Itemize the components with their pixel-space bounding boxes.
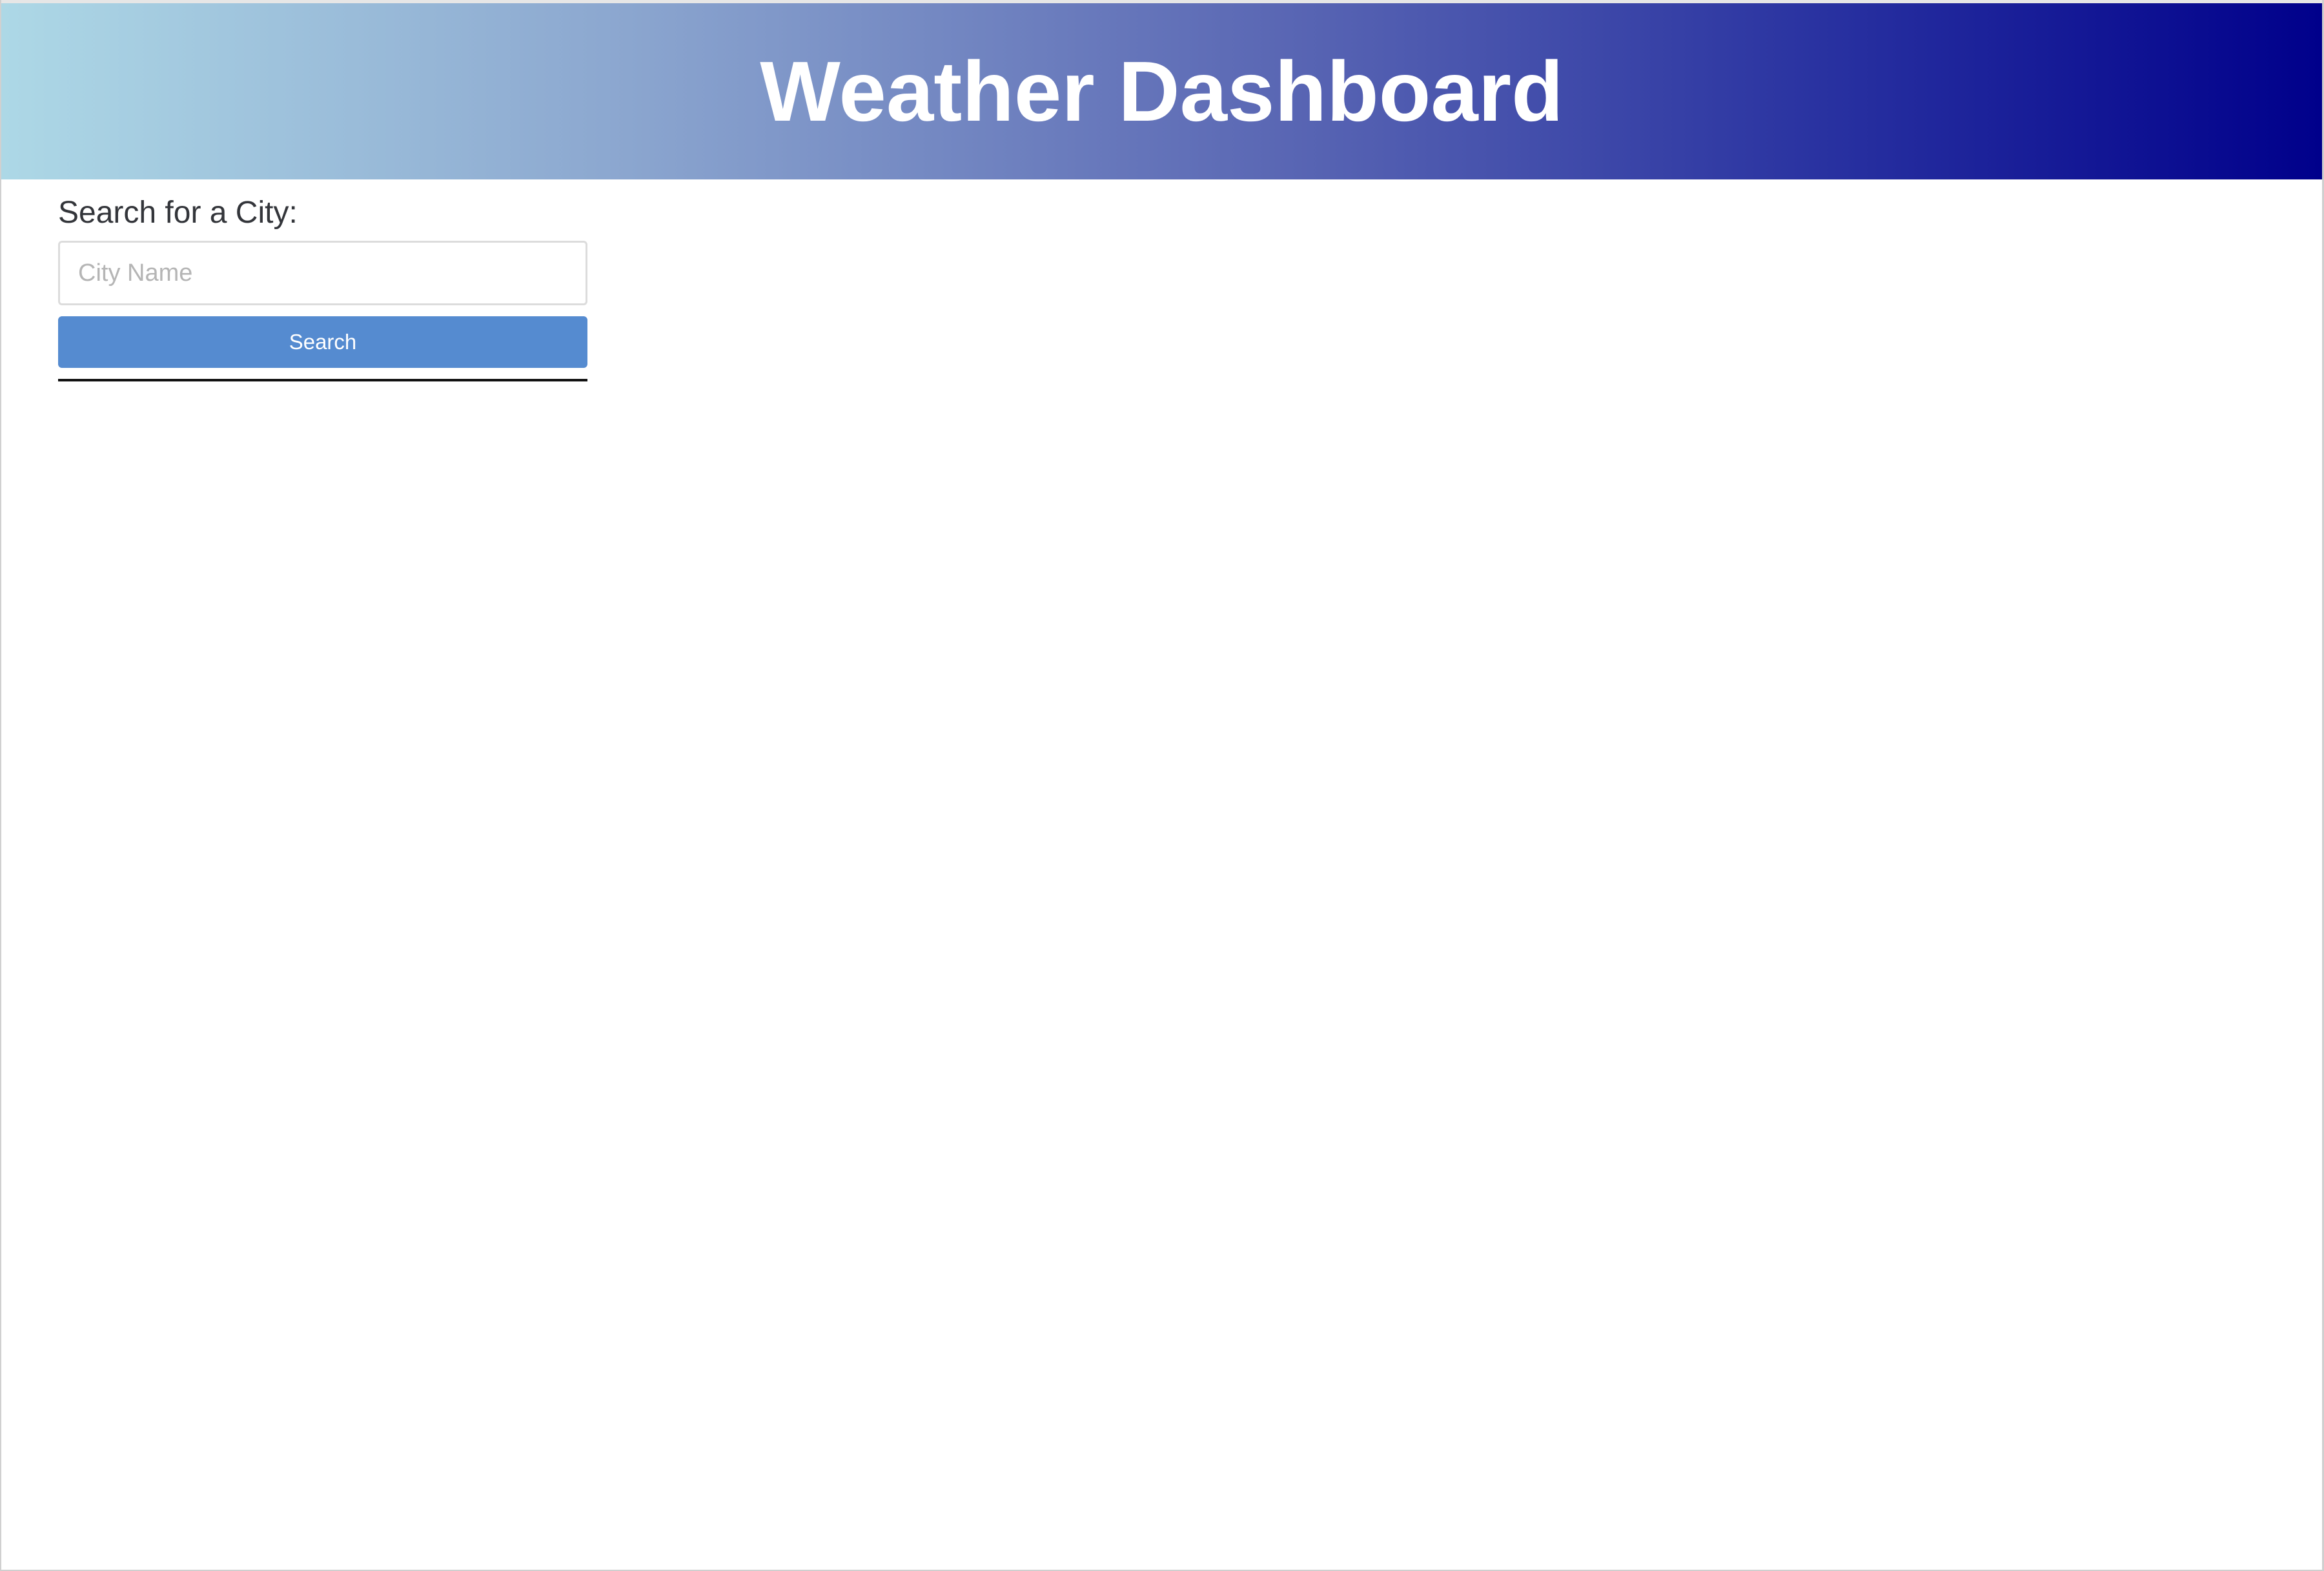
page-title: Weather Dashboard: [760, 44, 1564, 139]
search-panel: Search for a City: Search: [58, 194, 587, 381]
city-search-input[interactable]: [58, 241, 587, 305]
search-label: Search for a City:: [58, 196, 298, 230]
browser-top-edge: [1, 0, 2322, 3]
search-history-divider: [58, 379, 587, 381]
page-header: Weather Dashboard: [1, 3, 2322, 179]
search-button[interactable]: Search: [58, 316, 587, 368]
